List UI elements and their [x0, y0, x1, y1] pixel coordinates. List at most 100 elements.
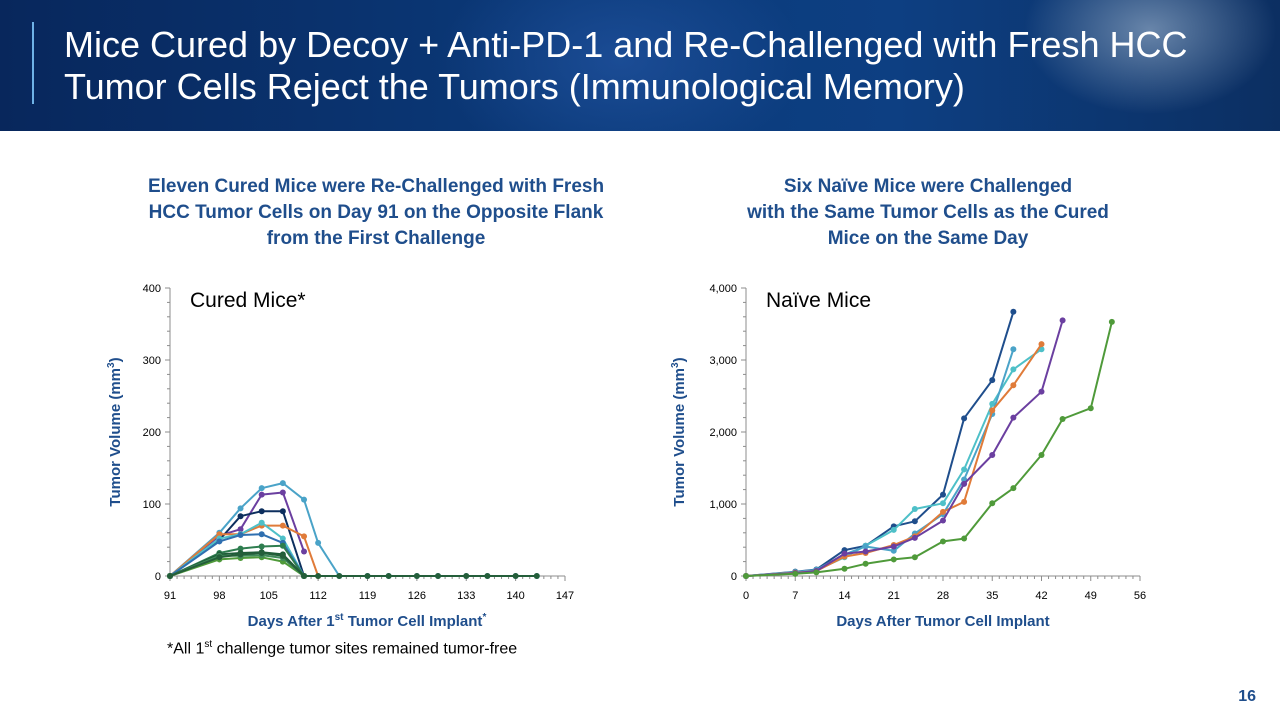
slide-title: Mice Cured by Decoy + Anti-PD-1 and Re-C…	[64, 24, 1264, 108]
cured-x-tick-label: 133	[457, 590, 475, 602]
cured-series-point-11	[364, 573, 371, 579]
naive-x-tick-label: 28	[937, 590, 949, 602]
cured-series-point-4	[301, 533, 308, 540]
naive-y-tick-label: 2,000	[709, 427, 737, 439]
cured-y-axis-title-close: )	[107, 357, 124, 362]
naive-y-tick-label: 1,000	[709, 499, 737, 511]
right-panel-title-line-2: with the Same Tumor Cells as the Cured	[747, 202, 1109, 223]
cured-series-point-1	[315, 539, 322, 546]
cured-series-point-11	[258, 549, 265, 556]
footnote: *All 1st challenge tumor sites remained …	[167, 639, 517, 658]
cured-series-point-11	[435, 573, 442, 579]
naive-series-point-4	[961, 498, 968, 505]
cured-series-point-11	[301, 573, 308, 579]
cured-series-point-1	[301, 496, 308, 503]
cured-series-point-1	[258, 485, 265, 492]
naive-y-tick-label: 4,000	[709, 283, 737, 295]
title-accent-bar	[32, 22, 34, 104]
naive-x-tick-label: 7	[792, 590, 798, 602]
cured-x-tick-label: 112	[309, 590, 327, 602]
naive-series-point-3	[1010, 346, 1017, 353]
cured-series-line-10	[169, 554, 305, 577]
cured-x-axis-title-mark: *	[482, 612, 486, 623]
cured-x-tick-label: 119	[359, 590, 377, 602]
cured-y-axis-title: Tumor Volume (mm3)	[106, 357, 124, 506]
naive-series-point-2	[1010, 366, 1017, 373]
naive-series-point-5	[1010, 414, 1017, 421]
cured-series-point-3	[279, 508, 286, 515]
cured-series-point-3	[237, 513, 244, 520]
naive-series-line-4	[745, 343, 1043, 577]
naive-series-point-6	[989, 500, 996, 507]
naive-series-point-6	[841, 565, 848, 572]
cured-series-point-7	[279, 542, 286, 549]
naive-x-tick-label: 35	[986, 590, 998, 602]
naive-series-point-6	[1038, 452, 1045, 459]
naive-series-point-4	[1038, 341, 1045, 348]
naive-series-point-6	[940, 538, 946, 545]
page-number: 16	[1238, 688, 1256, 705]
naive-x-axis-title-text: Days After Tumor Cell Implant	[836, 613, 1049, 630]
naive-series-line-2	[745, 348, 1043, 577]
cured-series-point-1	[237, 505, 244, 512]
naive-series-line-6	[745, 321, 1113, 577]
naive-series-point-6	[1010, 485, 1017, 492]
cured-y-tick-label: 300	[143, 355, 161, 367]
cured-series-point-4	[279, 522, 286, 529]
cured-series-point-11	[167, 573, 173, 579]
footnote-sup: st	[204, 639, 213, 650]
naive-series-point-2	[911, 506, 918, 513]
left-panel-title-line-1: Eleven Cured Mice were Re-Challenged wit…	[147, 176, 605, 197]
naive-y-axis-title: Tumor Volume (mm3)	[670, 357, 688, 506]
naive-series-point-1	[1010, 308, 1017, 315]
cured-series-point-11	[216, 554, 223, 561]
cured-series-point-11	[385, 573, 392, 579]
cured-y-axis-title-text: Tumor Volume (mm	[107, 368, 124, 507]
title-banner: Mice Cured by Decoy + Anti-PD-1 and Re-C…	[0, 0, 1280, 131]
cured-series-point-6	[237, 531, 244, 538]
naive-series-line-3	[745, 348, 1015, 577]
naive-series-point-2	[961, 466, 968, 473]
naive-series-line-1	[745, 311, 1015, 577]
naive-series-point-5	[862, 548, 869, 555]
naive-y-axis-title-sup: 3	[670, 362, 681, 368]
naive-series-point-5	[989, 452, 996, 459]
naive-series-point-1	[961, 415, 968, 422]
naive-series-point-5	[841, 550, 848, 557]
naive-series-point-4	[940, 508, 946, 515]
naive-series-point-1	[940, 491, 946, 498]
naive-series-point-5	[961, 480, 968, 487]
cured-series-point-2	[237, 526, 244, 533]
cured-series-point-2	[258, 491, 265, 498]
naive-series-point-5	[940, 517, 946, 524]
cured-x-tick-label: 140	[506, 590, 524, 602]
cured-series-point-2	[279, 489, 286, 496]
cured-series-point-11	[484, 573, 491, 579]
naive-series-point-2	[940, 500, 946, 507]
cured-series-point-11	[279, 552, 286, 559]
naive-series-point-2	[989, 400, 996, 407]
naive-series-point-6	[1059, 416, 1066, 423]
naive-series-point-6	[890, 556, 897, 563]
naive-x-tick-label: 56	[1134, 590, 1146, 602]
footnote-suffix: challenge tumor sites remained tumor-fre…	[212, 640, 518, 658]
cured-x-tick-label: 126	[408, 590, 426, 602]
naive-series-point-3	[862, 543, 869, 550]
naive-x-tick-label: 0	[743, 590, 749, 602]
cured-series-point-11	[463, 573, 470, 579]
naive-x-tick-label: 42	[1035, 590, 1047, 602]
cured-series-point-11	[237, 551, 244, 558]
cured-series-point-7	[258, 543, 265, 550]
cured-series-point-6	[216, 538, 223, 545]
naive-y-tick-label: 3,000	[709, 355, 737, 367]
naive-series-point-6	[813, 569, 820, 576]
naive-series-point-5	[1038, 388, 1045, 395]
cured-chart: 0 100 200 300 400 91 98 105 112 119 126 133 140 147 Cu…	[106, 283, 574, 630]
right-panel-title-line-1: Six Naïve Mice were Challenged	[783, 176, 1073, 197]
cured-series-point-7	[237, 545, 244, 552]
cured-y-tick-label: 400	[143, 283, 161, 295]
cured-series-line-11	[169, 552, 537, 577]
naive-y-axis-title-text: Tumor Volume (mm	[671, 368, 688, 507]
naive-chart-title: Naïve Mice	[766, 289, 871, 312]
cured-y-tick-label: 100	[143, 499, 161, 511]
